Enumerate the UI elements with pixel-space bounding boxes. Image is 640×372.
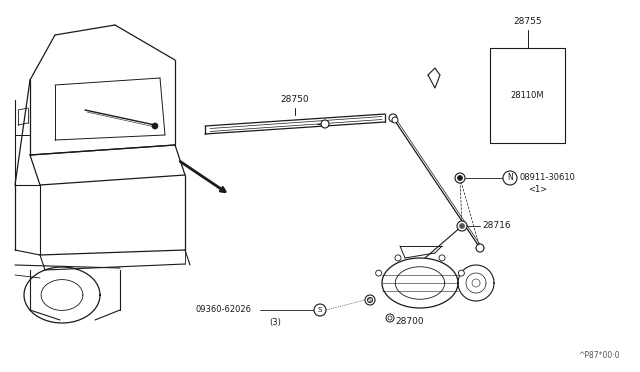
- Circle shape: [458, 270, 465, 276]
- Text: 09360-62026: 09360-62026: [196, 305, 252, 314]
- Circle shape: [457, 221, 467, 231]
- Circle shape: [314, 304, 326, 316]
- Circle shape: [389, 114, 397, 122]
- Circle shape: [439, 255, 445, 261]
- Text: 28716: 28716: [482, 221, 511, 231]
- Circle shape: [455, 173, 465, 183]
- Text: 28700: 28700: [396, 317, 424, 327]
- Circle shape: [152, 123, 158, 129]
- Circle shape: [458, 176, 463, 180]
- Circle shape: [395, 255, 401, 261]
- Circle shape: [367, 298, 372, 302]
- Circle shape: [392, 117, 398, 123]
- Text: <1>: <1>: [528, 186, 547, 195]
- Text: S: S: [318, 307, 322, 313]
- Circle shape: [376, 270, 381, 276]
- Circle shape: [460, 224, 465, 228]
- Text: ^P87*00·0: ^P87*00·0: [579, 351, 620, 360]
- Text: S: S: [368, 298, 372, 302]
- Circle shape: [386, 314, 394, 322]
- Text: (3): (3): [269, 318, 281, 327]
- Text: 28755: 28755: [513, 17, 542, 26]
- Bar: [490, 48, 565, 143]
- Circle shape: [503, 171, 517, 185]
- Circle shape: [321, 120, 329, 128]
- Text: N: N: [507, 173, 513, 183]
- Circle shape: [388, 316, 392, 320]
- Text: 28750: 28750: [281, 95, 309, 104]
- Text: 28110M: 28110M: [511, 91, 544, 100]
- Circle shape: [365, 295, 375, 305]
- Text: 08911-30610: 08911-30610: [519, 173, 575, 182]
- Circle shape: [476, 244, 484, 252]
